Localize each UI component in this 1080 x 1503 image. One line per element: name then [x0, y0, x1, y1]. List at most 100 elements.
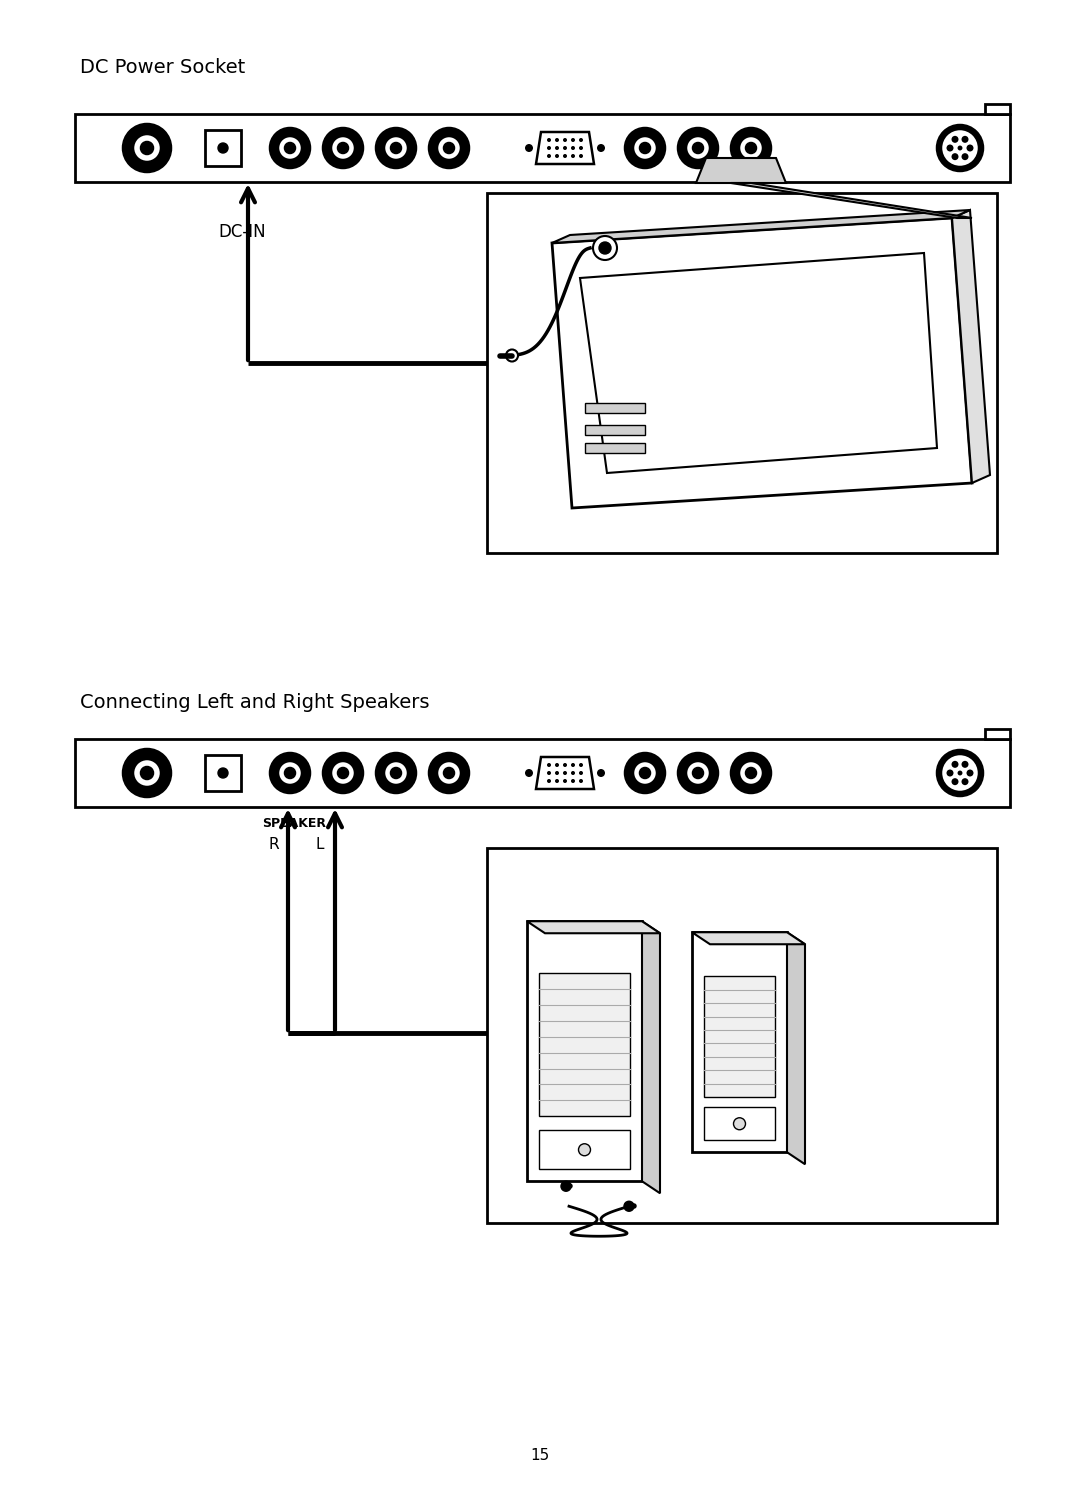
Bar — [585, 443, 645, 452]
Circle shape — [571, 764, 575, 767]
Circle shape — [141, 141, 153, 153]
Circle shape — [384, 135, 408, 159]
Circle shape — [967, 770, 973, 777]
Polygon shape — [731, 183, 972, 218]
Circle shape — [376, 128, 416, 168]
Circle shape — [961, 153, 969, 161]
Text: SPEAKER: SPEAKER — [262, 818, 326, 830]
Circle shape — [693, 768, 703, 779]
Circle shape — [391, 768, 401, 779]
Bar — [205, 129, 241, 165]
Circle shape — [330, 135, 355, 159]
Bar — [985, 104, 1010, 114]
Polygon shape — [696, 158, 786, 183]
Circle shape — [624, 1201, 634, 1211]
Bar — [704, 1108, 775, 1141]
Circle shape — [429, 753, 469, 794]
Circle shape — [437, 761, 461, 785]
Circle shape — [633, 761, 657, 785]
Circle shape — [571, 779, 575, 783]
Bar — [205, 755, 241, 791]
Circle shape — [571, 146, 575, 150]
Circle shape — [444, 768, 454, 779]
Circle shape — [599, 242, 611, 254]
Circle shape — [633, 135, 657, 159]
Polygon shape — [951, 210, 990, 482]
Circle shape — [330, 761, 355, 785]
Circle shape — [951, 153, 959, 161]
Circle shape — [437, 135, 461, 159]
Circle shape — [561, 1181, 571, 1192]
Circle shape — [958, 771, 962, 776]
Circle shape — [133, 759, 161, 788]
Circle shape — [597, 144, 605, 152]
Circle shape — [507, 350, 518, 362]
Circle shape — [958, 146, 962, 150]
Circle shape — [579, 146, 583, 150]
Circle shape — [376, 753, 416, 794]
Circle shape — [579, 771, 583, 776]
Circle shape — [563, 138, 567, 141]
Circle shape — [270, 753, 310, 794]
Polygon shape — [552, 218, 972, 508]
Circle shape — [546, 779, 551, 783]
Circle shape — [693, 143, 703, 153]
Circle shape — [555, 764, 559, 767]
Circle shape — [731, 753, 771, 794]
Circle shape — [678, 128, 718, 168]
Circle shape — [323, 753, 363, 794]
Circle shape — [563, 779, 567, 783]
Bar — [985, 729, 1010, 739]
Circle shape — [555, 771, 559, 776]
Circle shape — [593, 236, 617, 260]
Circle shape — [218, 143, 228, 153]
Circle shape — [278, 761, 302, 785]
Polygon shape — [536, 758, 594, 789]
Circle shape — [961, 779, 969, 785]
Bar — [585, 403, 645, 413]
Text: DC Power Socket: DC Power Socket — [80, 59, 245, 77]
Bar — [585, 425, 645, 434]
Circle shape — [625, 753, 665, 794]
Circle shape — [597, 770, 605, 777]
Bar — [487, 848, 997, 1223]
Circle shape — [937, 750, 983, 797]
Circle shape — [525, 144, 534, 152]
Circle shape — [563, 146, 567, 150]
Circle shape — [579, 138, 583, 141]
Circle shape — [546, 764, 551, 767]
Circle shape — [546, 138, 551, 141]
Circle shape — [686, 761, 710, 785]
Polygon shape — [527, 921, 642, 1181]
Polygon shape — [642, 921, 660, 1193]
Circle shape — [123, 125, 171, 171]
Circle shape — [746, 768, 756, 779]
Circle shape — [946, 144, 954, 152]
Circle shape — [579, 764, 583, 767]
Circle shape — [133, 134, 161, 162]
Polygon shape — [552, 210, 970, 243]
Circle shape — [546, 146, 551, 150]
Circle shape — [961, 761, 969, 768]
Circle shape — [563, 771, 567, 776]
Circle shape — [946, 770, 954, 777]
Circle shape — [640, 143, 650, 153]
Circle shape — [941, 129, 978, 167]
Circle shape — [338, 143, 348, 153]
Circle shape — [967, 144, 973, 152]
Circle shape — [338, 768, 348, 779]
Circle shape — [323, 128, 363, 168]
Circle shape — [285, 143, 295, 153]
Circle shape — [746, 143, 756, 153]
Circle shape — [951, 135, 959, 143]
Polygon shape — [536, 132, 594, 164]
Circle shape — [429, 128, 469, 168]
Bar — [75, 114, 1010, 182]
Circle shape — [141, 767, 153, 779]
Circle shape — [951, 761, 959, 768]
Circle shape — [555, 779, 559, 783]
Bar — [539, 1130, 630, 1169]
Circle shape — [555, 146, 559, 150]
Circle shape — [571, 153, 575, 158]
Circle shape — [563, 764, 567, 767]
